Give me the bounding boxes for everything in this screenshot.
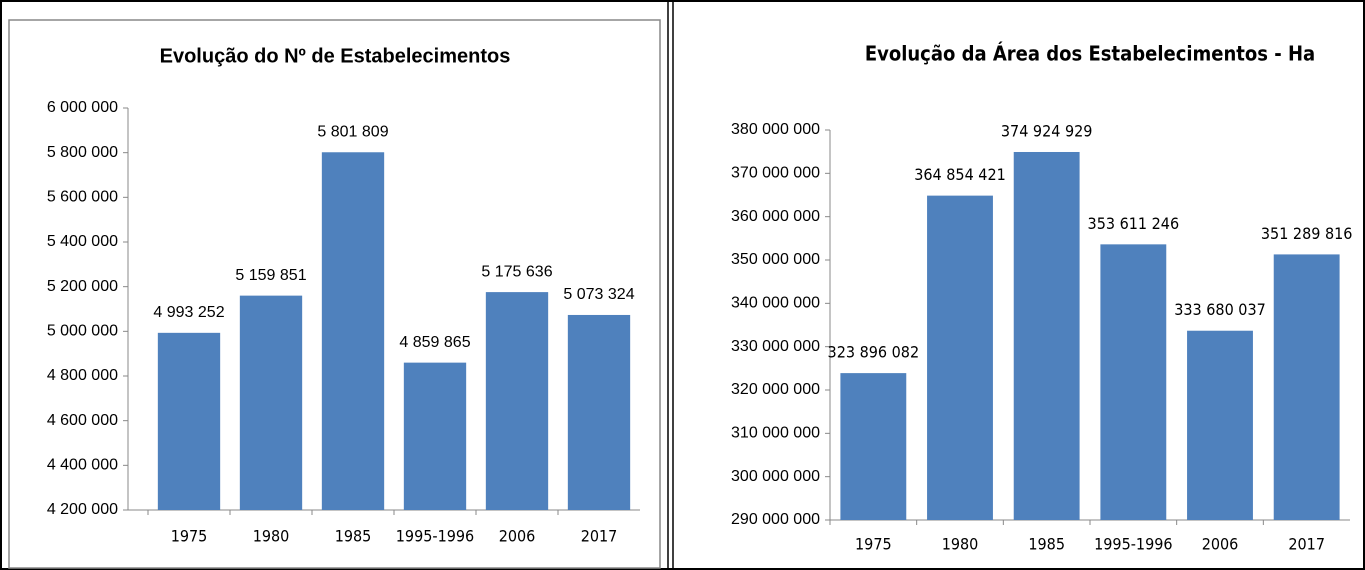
x-tick-label: 2017 bbox=[581, 527, 618, 546]
chart-title: Evolução da Área dos Estabelecimentos - … bbox=[865, 42, 1315, 66]
value-label: 351 289 816 bbox=[1261, 224, 1353, 243]
x-tick-label: 2006 bbox=[499, 527, 536, 546]
x-tick-label: 1985 bbox=[335, 527, 372, 546]
bar bbox=[1273, 254, 1340, 520]
chart-frame bbox=[8, 19, 661, 569]
value-label: 333 680 037 bbox=[1174, 300, 1266, 319]
bar bbox=[1100, 244, 1167, 521]
y-tick-label: 5 000 000 bbox=[47, 323, 118, 340]
y-tick-label: 340 000 000 bbox=[731, 295, 820, 312]
value-label: 4 859 865 bbox=[399, 334, 470, 351]
value-label: 4 993 252 bbox=[153, 304, 224, 321]
bar bbox=[567, 314, 631, 510]
y-tick-label: 320 000 000 bbox=[731, 381, 820, 398]
x-tick-label: 1980 bbox=[253, 527, 290, 546]
y-tick-label: 5 800 000 bbox=[47, 144, 118, 161]
bar bbox=[403, 362, 467, 510]
y-tick-label: 290 000 000 bbox=[731, 511, 820, 528]
value-label: 374 924 929 bbox=[1001, 121, 1093, 140]
y-tick-label: 380 000 000 bbox=[731, 121, 820, 138]
value-label: 353 611 246 bbox=[1088, 214, 1180, 233]
bar bbox=[157, 332, 221, 510]
x-tick-label: 1985 bbox=[1028, 535, 1065, 554]
value-label: 5 175 636 bbox=[481, 263, 552, 280]
y-tick-label: 360 000 000 bbox=[731, 208, 820, 225]
x-tick-label: 1995-1996 bbox=[396, 527, 474, 546]
bar bbox=[321, 152, 385, 511]
value-label: 364 854 421 bbox=[914, 165, 1006, 184]
y-tick-label: 5 200 000 bbox=[47, 278, 118, 295]
y-tick-label: 4 600 000 bbox=[47, 412, 118, 429]
bar bbox=[840, 373, 907, 520]
x-tick-label: 1995-1996 bbox=[1094, 535, 1172, 554]
x-tick-label: 1980 bbox=[942, 535, 979, 554]
x-tick-label: 1975 bbox=[855, 535, 892, 554]
chart-title: Evolução do Nº de Estabelecimentos bbox=[160, 45, 511, 67]
value-label: 5 801 809 bbox=[317, 123, 388, 140]
y-tick-label: 330 000 000 bbox=[731, 338, 820, 355]
value-label: 5 073 324 bbox=[563, 286, 634, 303]
y-tick-label: 300 000 000 bbox=[731, 468, 820, 485]
bar bbox=[485, 292, 549, 510]
bar bbox=[1187, 330, 1253, 520]
x-tick-label: 1975 bbox=[171, 527, 208, 546]
bar bbox=[239, 295, 303, 510]
y-tick-label: 5 400 000 bbox=[47, 233, 118, 250]
y-tick-label: 350 000 000 bbox=[731, 251, 820, 268]
y-tick-label: 310 000 000 bbox=[731, 425, 820, 442]
y-tick-label: 6 000 000 bbox=[47, 99, 118, 116]
value-label: 5 159 851 bbox=[235, 267, 306, 284]
bar bbox=[1013, 151, 1080, 520]
y-tick-label: 4 800 000 bbox=[47, 367, 118, 384]
value-label: 323 896 082 bbox=[828, 343, 920, 362]
y-tick-label: 370 000 000 bbox=[731, 165, 820, 182]
bar bbox=[927, 195, 993, 520]
y-tick-label: 5 600 000 bbox=[47, 189, 118, 206]
x-tick-label: 2006 bbox=[1202, 535, 1239, 554]
y-tick-label: 4 400 000 bbox=[47, 457, 118, 474]
x-tick-label: 2017 bbox=[1288, 535, 1325, 554]
y-tick-label: 4 200 000 bbox=[47, 501, 118, 518]
